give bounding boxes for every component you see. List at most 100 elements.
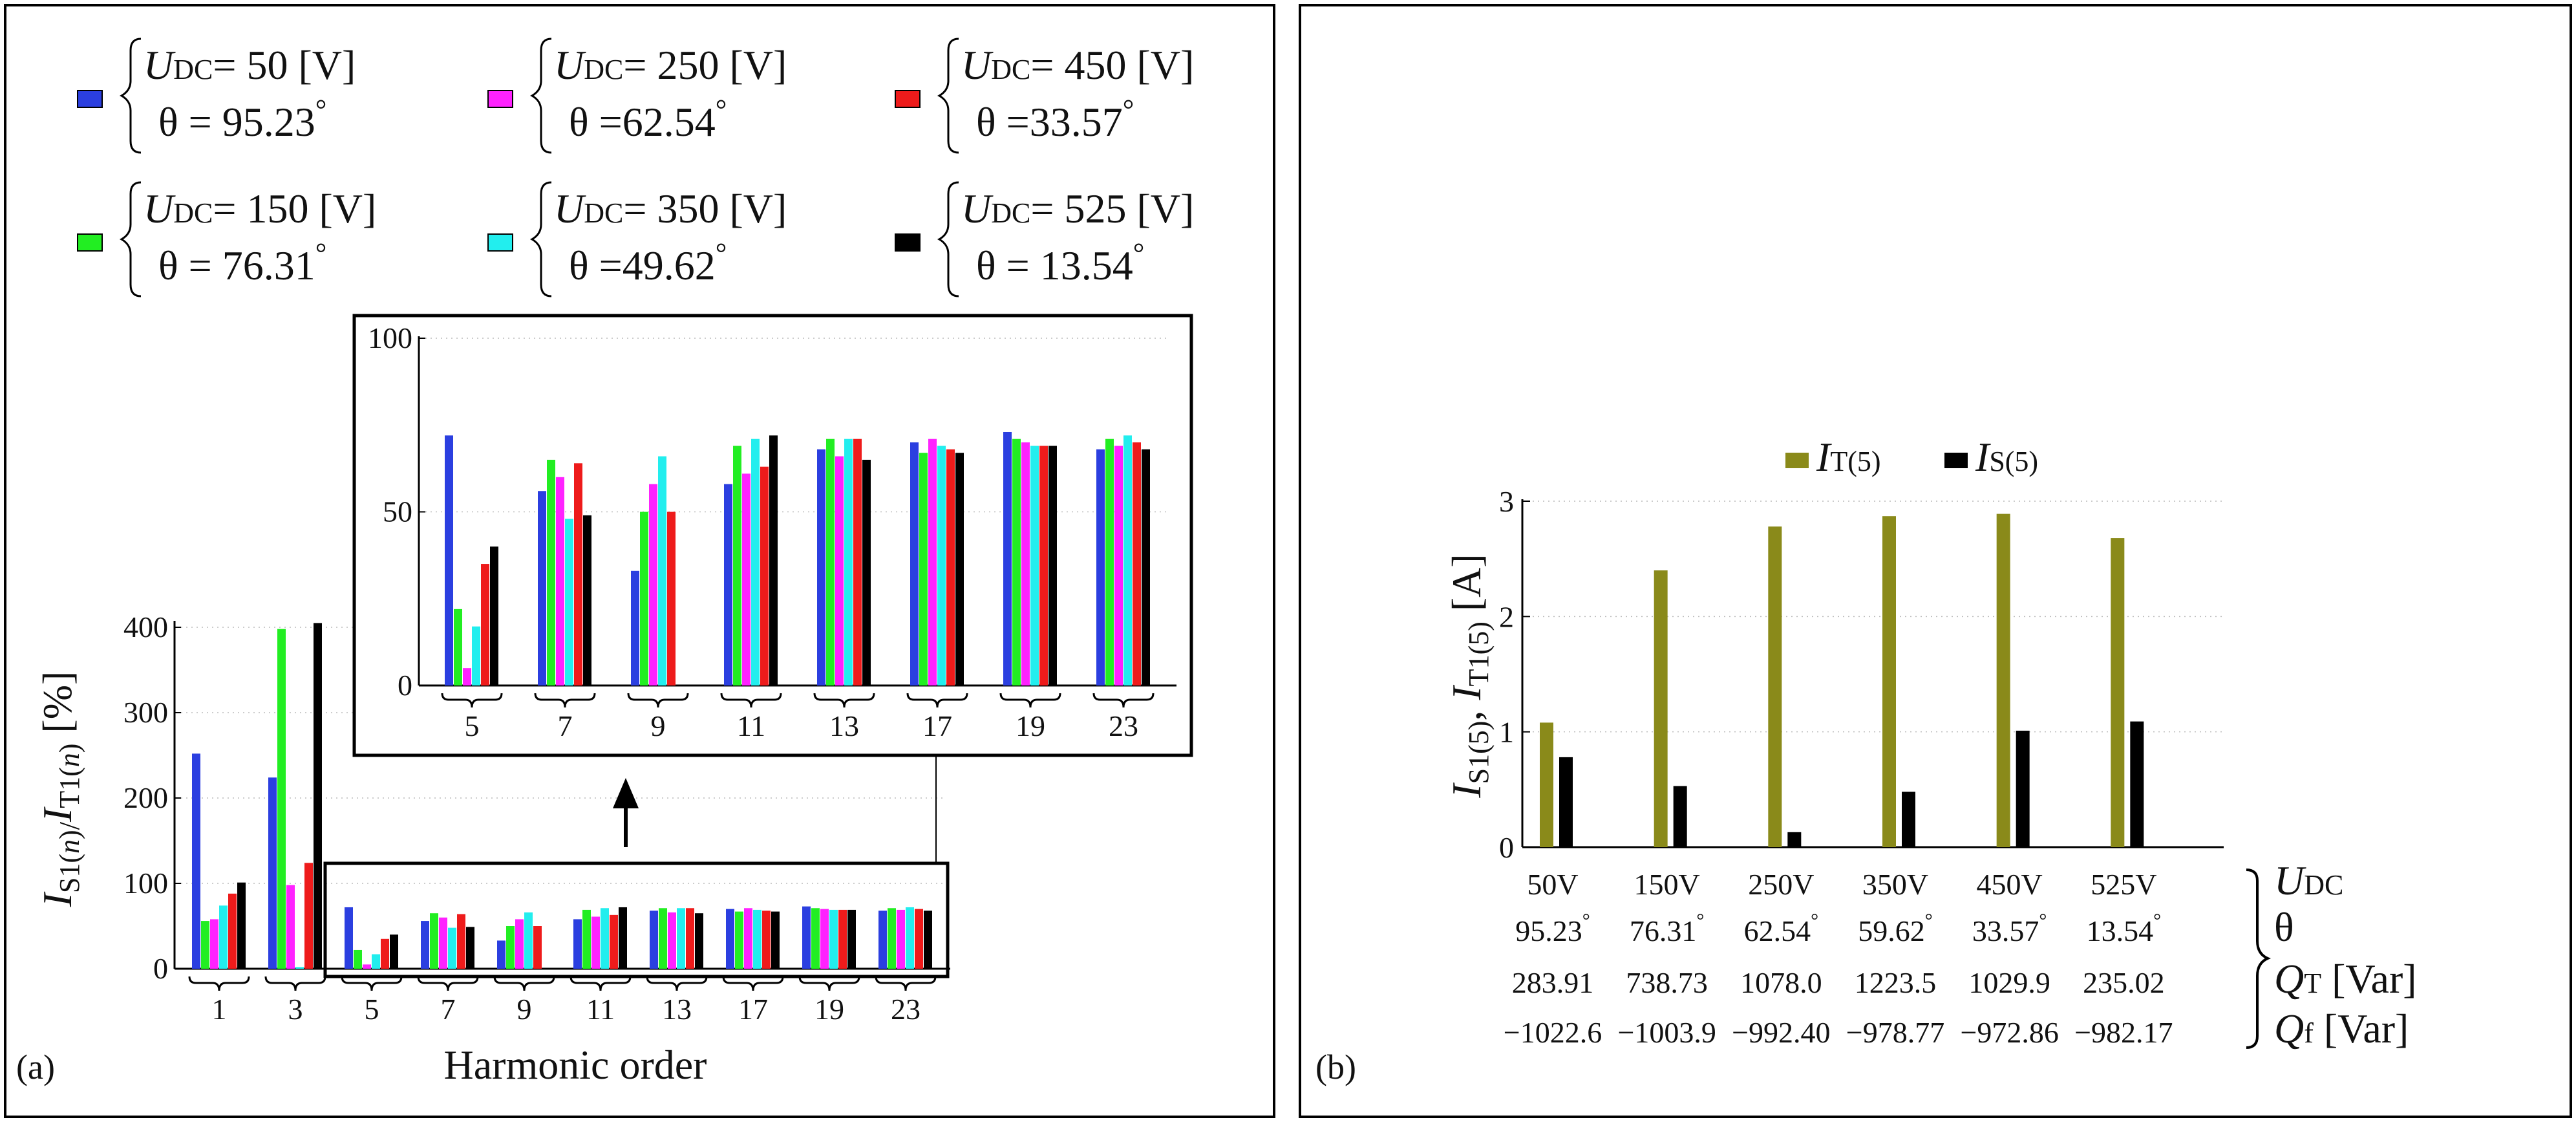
harmonic-inset-chart: 0 50 100 5 7 9 11 13 17 19 23 <box>368 321 1176 742</box>
table-cell: 1029.9 <box>1968 966 2050 999</box>
table-cell: 13.54° <box>2087 910 2162 947</box>
degree-sign: ° <box>1696 910 1704 931</box>
bar <box>742 473 750 685</box>
bar <box>847 909 856 969</box>
y-tick-label: 400 <box>123 610 168 643</box>
bar <box>1003 431 1012 685</box>
x-tick-label: 19 <box>814 993 844 1026</box>
bar <box>372 954 380 969</box>
bar <box>760 466 769 685</box>
legend-a-theta-value: = 95.23 <box>178 99 315 145</box>
bar <box>574 463 582 685</box>
bar <box>928 438 937 685</box>
legend-a-brace <box>529 181 552 297</box>
x-tick-label: 13 <box>829 709 859 742</box>
bar <box>751 438 760 685</box>
x-tick-label: 17 <box>922 709 952 742</box>
bar <box>381 938 389 969</box>
bar <box>649 484 657 685</box>
bar <box>726 909 734 969</box>
panel-label-b: (b) <box>1315 1048 1356 1086</box>
legend-a-udc-text: UDC= 150 [V] <box>144 186 376 232</box>
bar <box>390 934 398 969</box>
bar <box>1559 757 1573 847</box>
x-tick-label: 5 <box>465 709 480 742</box>
legend-b-swatch <box>1785 453 1809 468</box>
bar <box>826 438 835 685</box>
table-cell: 1078.0 <box>1740 966 1822 999</box>
y-tick-label: 300 <box>123 696 168 729</box>
bar <box>695 913 703 969</box>
row-label-main: θ <box>2274 904 2294 950</box>
legend-a-brace <box>937 181 959 297</box>
legend-a-degree: ° <box>315 94 327 125</box>
x-tick-label: 19 <box>1016 709 1045 742</box>
row-label-sub: f <box>2304 1017 2314 1049</box>
bar <box>631 570 639 685</box>
bar <box>237 882 246 969</box>
table-cell: 1223.5 <box>1855 966 1937 999</box>
bar <box>565 519 573 685</box>
bar <box>668 912 676 969</box>
bar <box>201 921 209 969</box>
category-label: 50V <box>1527 868 1578 901</box>
y-tick-label: 100 <box>123 867 168 900</box>
bar <box>724 484 732 685</box>
bar <box>524 912 533 969</box>
bar <box>573 919 582 969</box>
table-cell: 738.73 <box>1626 966 1708 999</box>
udc-main: U <box>2274 858 2306 903</box>
bar <box>490 546 498 685</box>
x-tick-label: 1 <box>212 993 227 1026</box>
panel-a-frame <box>4 4 1275 1118</box>
x-tick-label: 23 <box>1109 709 1138 742</box>
bar <box>515 919 524 969</box>
bar <box>888 908 896 969</box>
category-brace <box>417 976 479 991</box>
bar <box>345 907 353 969</box>
x-tick-label: 9 <box>517 993 532 1026</box>
bar <box>1996 513 2010 847</box>
bar <box>268 777 277 969</box>
legend-a-brace <box>529 38 552 154</box>
category-label: 350V <box>1862 868 1928 901</box>
x-tick-label: 7 <box>441 993 456 1026</box>
bar <box>439 917 447 969</box>
table-cell: 59.62° <box>1858 910 1933 947</box>
legend-a-u-sub: DC <box>584 197 623 229</box>
bar <box>1114 446 1123 685</box>
bar <box>2130 721 2144 847</box>
legend-a-u-sub: DC <box>991 54 1030 85</box>
legend-a-u: U <box>554 42 586 88</box>
bar <box>924 911 932 969</box>
bar <box>497 940 506 969</box>
legend-a-degree: ° <box>716 94 727 125</box>
bar <box>1039 446 1048 685</box>
zoom-region-box <box>323 861 950 978</box>
category-brace <box>875 976 937 991</box>
y-tick-label: 200 <box>123 781 168 814</box>
legend-b-main: I <box>1816 434 1832 480</box>
legend-a-u: U <box>961 186 994 232</box>
row-label-unit: [Var] <box>2314 1006 2409 1052</box>
bar <box>1012 438 1021 685</box>
bar <box>538 491 546 685</box>
bar <box>2016 730 2030 847</box>
bar <box>640 512 648 685</box>
bar <box>829 909 838 969</box>
table-cell: −972.86 <box>1960 1016 2058 1049</box>
category-brace <box>646 976 708 991</box>
bar <box>919 453 928 685</box>
bar <box>619 907 627 969</box>
x-tick-label: 3 <box>288 993 303 1026</box>
legend-a-degree: ° <box>1133 237 1145 269</box>
legend-a-theta-value: = 76.31 <box>178 243 315 288</box>
bar <box>610 914 618 969</box>
bar <box>1021 442 1030 685</box>
table-cell: −992.40 <box>1732 1016 1830 1049</box>
bar <box>1768 526 1782 847</box>
bar <box>906 907 914 969</box>
category-brace <box>264 976 326 991</box>
legend-a-theta-text: θ =62.54° <box>569 94 727 145</box>
